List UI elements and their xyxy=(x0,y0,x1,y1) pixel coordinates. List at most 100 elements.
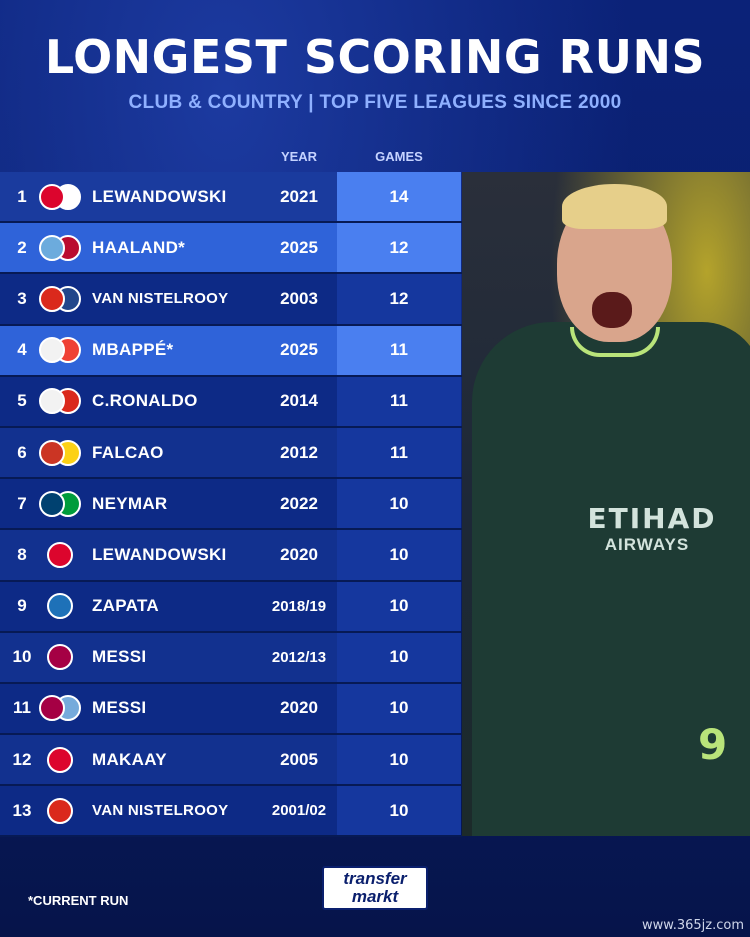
table-row: 8 LEWANDOWSKI 2020 10 xyxy=(0,530,462,582)
games-count: 12 xyxy=(389,288,409,308)
table-row: 9 ZAPATA 2018/19 10 xyxy=(0,581,462,633)
atletico-crest-icon xyxy=(39,439,65,466)
run-year: 2025 xyxy=(280,237,318,257)
games-count: 11 xyxy=(390,442,408,462)
run-year: 2018/19 xyxy=(271,597,327,615)
team-badges xyxy=(39,642,81,672)
man-city-crest-icon xyxy=(39,234,65,261)
run-year: 2003 xyxy=(280,288,318,308)
table-row: 11 MESSI 2020 10 xyxy=(0,683,462,736)
row-games-cell xyxy=(337,632,461,682)
player-name: ZAPATA xyxy=(92,596,159,616)
rank-number: 13 xyxy=(12,800,32,820)
row-games-cell xyxy=(337,683,461,734)
row-games-cell xyxy=(337,786,461,836)
rank-number: 8 xyxy=(17,544,27,564)
team-badges xyxy=(39,591,81,621)
player-name: C.RONALDO xyxy=(92,391,198,411)
run-year: 2012 xyxy=(280,442,318,462)
rank-number: 10 xyxy=(12,647,32,667)
team-badges xyxy=(39,335,81,365)
real-madrid-crest-icon xyxy=(39,337,65,364)
page-subtitle: CLUB & COUNTRY | TOP FIVE LEAGUES SINCE … xyxy=(128,92,622,113)
team-badges xyxy=(39,540,81,570)
table-row: 1 LEWANDOWSKI 2021 14 xyxy=(0,172,462,224)
row-games-cell xyxy=(337,172,461,222)
bayern-crest-icon xyxy=(39,183,65,210)
run-year: 2025 xyxy=(280,340,318,360)
rank-number: 1 xyxy=(17,186,27,206)
barcelona-crest-icon xyxy=(39,695,65,722)
games-count: 11 xyxy=(390,391,408,411)
run-year: 2020 xyxy=(280,698,318,718)
games-count: 10 xyxy=(389,698,409,718)
rank-number: 12 xyxy=(12,749,32,769)
table-row: 12 MAKAAY 2005 10 xyxy=(0,735,462,787)
run-year: 2014 xyxy=(280,391,318,411)
row-games-cell xyxy=(337,530,461,580)
team-badges xyxy=(39,284,81,314)
table-row: 10 MESSI 2012/13 10 xyxy=(0,632,462,684)
run-year: 2001/02 xyxy=(271,802,327,820)
row-games-cell xyxy=(337,427,461,478)
row-games-cell xyxy=(337,479,461,529)
watermark: www.365jz.com xyxy=(642,918,744,933)
rank-number: 11 xyxy=(13,698,31,718)
psg-crest-icon xyxy=(39,490,65,517)
rank-number: 9 xyxy=(17,596,27,616)
player-name: MAKAAY xyxy=(92,749,167,769)
run-year: 2012/13 xyxy=(271,648,327,666)
run-year: 2005 xyxy=(280,749,318,769)
team-badges xyxy=(39,182,81,212)
shirt-sponsor-sub: AIRWAYS xyxy=(604,535,690,554)
table-row: 2 HAALAND* 2025 12 xyxy=(0,223,462,275)
run-year: 2022 xyxy=(280,493,318,513)
player-name: VAN NISTELROOY xyxy=(92,290,229,308)
barcelona-crest-icon xyxy=(47,644,73,671)
rank-number: 7 xyxy=(17,493,27,513)
team-badges xyxy=(39,386,81,416)
player-name: LEWANDOWSKI xyxy=(92,186,227,206)
footnote: *CURRENT RUN xyxy=(28,893,129,908)
games-count: 10 xyxy=(389,544,409,564)
player-name: LEWANDOWSKI xyxy=(92,544,227,564)
games-count: 11 xyxy=(390,340,408,360)
player-mouth xyxy=(592,292,632,328)
row-games-cell xyxy=(337,735,461,785)
shirt-number: 9 xyxy=(698,720,728,769)
games-count: 10 xyxy=(389,749,409,769)
games-count: 14 xyxy=(389,186,409,206)
shirt-sponsor: ETIHAD xyxy=(587,502,717,535)
rank-number: 4 xyxy=(17,340,27,360)
bayern-crest-icon xyxy=(47,541,73,568)
table-row: 3 VAN NISTELROOY 2003 12 xyxy=(0,274,462,326)
rank-number: 5 xyxy=(17,391,27,411)
man-utd-crest-icon xyxy=(47,797,73,824)
run-year: 2020 xyxy=(280,544,318,564)
team-badges xyxy=(39,233,81,263)
games-count: 10 xyxy=(389,596,409,616)
logo-line-2: markt xyxy=(351,887,399,906)
player-name: NEYMAR xyxy=(92,493,168,513)
column-header-year: YEAR xyxy=(280,149,318,164)
team-badges xyxy=(39,693,81,723)
logo-line-1: transfer xyxy=(343,869,407,888)
player-name: FALCAO xyxy=(92,442,164,462)
table-row: 4 MBAPPÉ* 2025 11 xyxy=(0,325,462,377)
games-count: 10 xyxy=(389,493,409,513)
table-row: 6 FALCAO 2012 11 xyxy=(0,427,462,480)
real-madrid-crest-icon xyxy=(39,388,65,415)
games-count: 10 xyxy=(389,647,409,667)
run-year: 2021 xyxy=(280,186,318,206)
games-count: 12 xyxy=(389,237,409,257)
row-games-cell xyxy=(337,581,461,631)
column-header-games: GAMES xyxy=(375,149,423,164)
transfermarkt-logo: transfer markt xyxy=(322,866,428,910)
rank-number: 6 xyxy=(17,442,27,462)
rank-number: 3 xyxy=(17,288,27,308)
man-utd-crest-icon xyxy=(39,285,65,312)
team-badges xyxy=(39,438,81,468)
games-count: 10 xyxy=(389,800,409,820)
table-row: 5 C.RONALDO 2014 11 xyxy=(0,376,462,428)
row-games-cell xyxy=(337,274,461,324)
